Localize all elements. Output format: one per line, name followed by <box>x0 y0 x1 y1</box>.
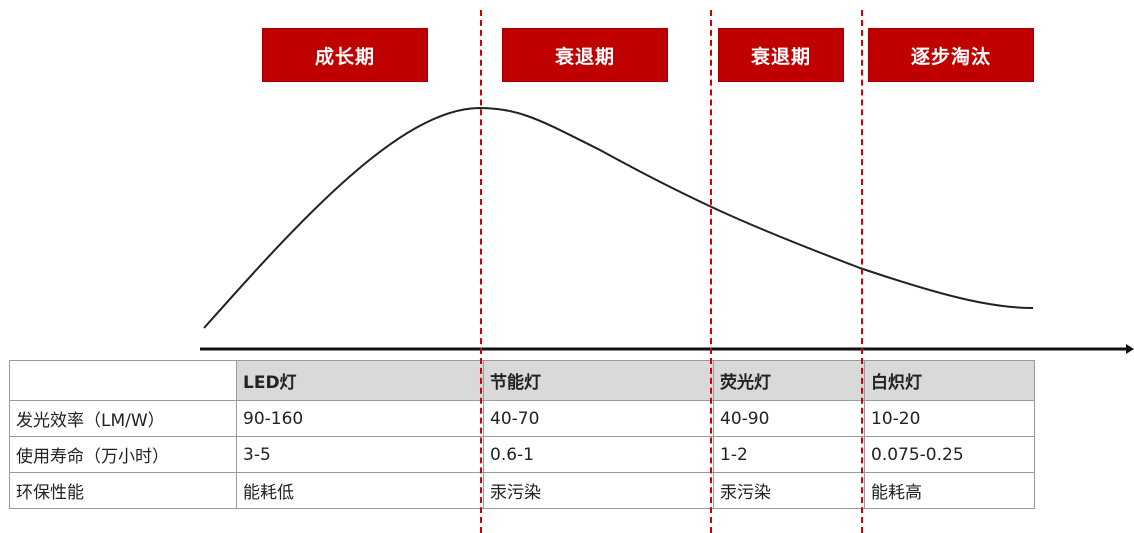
lifecycle-curve <box>203 106 1034 329</box>
table-cell: 能耗低 <box>236 472 484 509</box>
table-cell: 40-70 <box>483 400 714 437</box>
stage-label-phase-out: 逐步淘汰 <box>868 28 1034 82</box>
table-row: 使用寿命（万小时） 3-5 0.6-1 1-2 0.075-0.25 <box>9 436 1035 473</box>
stage-divider-1 <box>480 10 482 533</box>
column-header-fluorescent: 荧光灯 <box>713 360 865 401</box>
table-cell: 3-5 <box>236 436 484 473</box>
table-cell: 90-160 <box>236 400 484 437</box>
table-cell: 40-90 <box>713 400 865 437</box>
column-header-incandescent: 白炽灯 <box>864 360 1035 401</box>
table-header-row: LED灯 节能灯 荧光灯 白炽灯 <box>9 360 1035 401</box>
lamp-comparison-table: LED灯 节能灯 荧光灯 白炽灯 发光效率（LM/W） 90-160 40-70… <box>9 360 1035 509</box>
table-cell: 0.075-0.25 <box>864 436 1035 473</box>
table-cell: 0.6-1 <box>483 436 714 473</box>
row-label-lifespan: 使用寿命（万小时） <box>9 436 237 473</box>
row-label-efficiency: 发光效率（LM/W） <box>9 400 237 437</box>
time-axis-arrow <box>1126 344 1134 354</box>
table-row: 发光效率（LM/W） 90-160 40-70 40-90 10-20 <box>9 400 1035 437</box>
table-corner-cell <box>9 360 237 401</box>
table-cell: 10-20 <box>864 400 1035 437</box>
table-cell: 汞污染 <box>713 472 865 509</box>
column-header-energy-saving: 节能灯 <box>483 360 714 401</box>
table-cell: 能耗高 <box>864 472 1035 509</box>
table-cell: 汞污染 <box>483 472 714 509</box>
stage-divider-3 <box>861 10 863 533</box>
table-row: 环保性能 能耗低 汞污染 汞污染 能耗高 <box>9 472 1035 509</box>
stage-label-decline-2: 衰退期 <box>718 28 844 82</box>
stage-divider-2 <box>710 10 712 533</box>
row-label-environment: 环保性能 <box>9 472 237 509</box>
stage-label-decline-1: 衰退期 <box>502 28 668 82</box>
stage-label-growth: 成长期 <box>262 28 428 82</box>
table-cell: 1-2 <box>713 436 865 473</box>
column-header-led: LED灯 <box>236 360 484 401</box>
